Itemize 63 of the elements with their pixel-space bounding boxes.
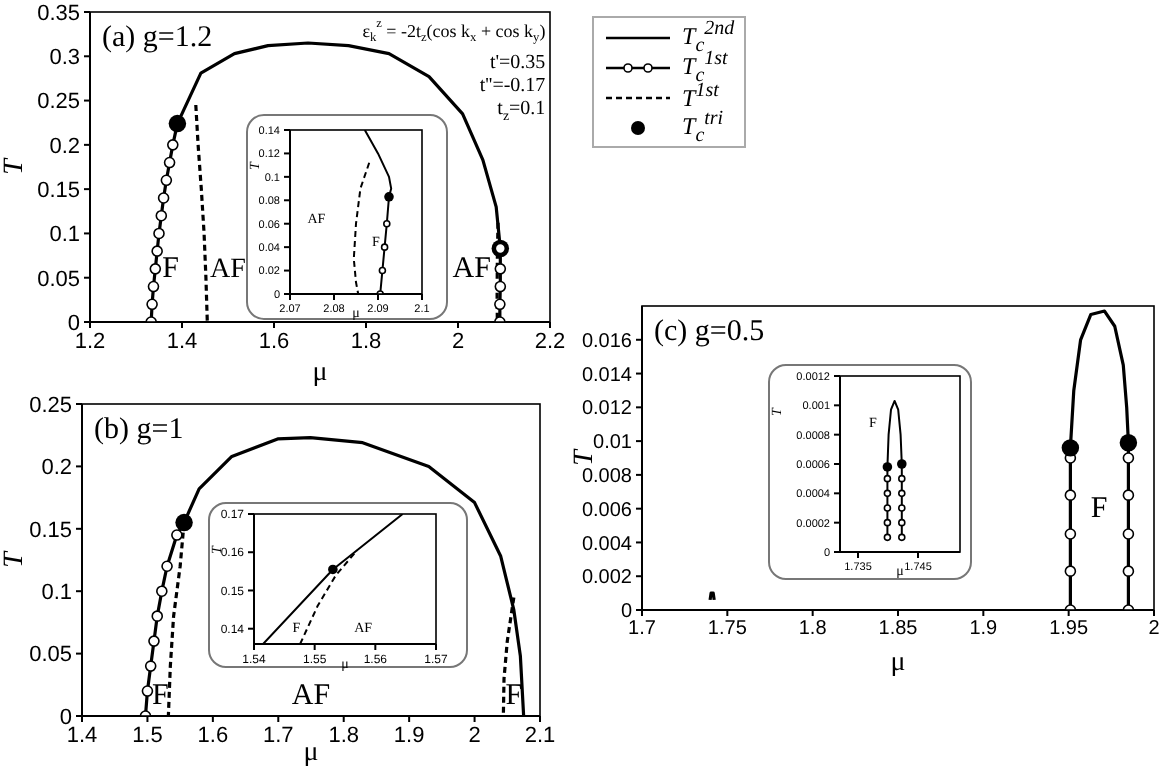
y-tick-label: 0.2 [49, 134, 80, 159]
y-tick-label: 0.05 [29, 643, 72, 668]
text: ε$_{k}$$^{z}$ = -2t$_{z}$(cos k$_{x}$ + cos k$_{y}$) [362, 16, 546, 45]
y-tick-label: 0.1 [49, 223, 80, 248]
x-tick-label: 1.4 [166, 329, 198, 354]
x-tick-label: 1.5 [132, 723, 163, 748]
chart-title: (c) g=0.5 [654, 316, 765, 348]
x-tick-label: 1.4 [66, 723, 98, 748]
annotation: F [1090, 492, 1108, 525]
legend-label: T$^{1st}$ [682, 80, 719, 112]
y-tick-label: 0.2 [41, 456, 72, 481]
y-tick-label: 0.15 [29, 518, 72, 543]
x-tick-label: 1.8 [328, 723, 360, 748]
x-tick-label: 1.7 [628, 618, 657, 641]
x-tick-label: 1.75 [707, 618, 748, 641]
x-tick-label: 1.7 [262, 723, 294, 748]
annotation: AF [210, 254, 247, 285]
x-axis-title: μ [303, 738, 319, 768]
y-tick-label: 0 [67, 311, 80, 336]
y-tick-label: 0.016 [581, 330, 633, 353]
chart-title: (a) g=1.2 [102, 22, 213, 54]
y-tick-label: 0.014 [581, 364, 633, 387]
x-tick-label: 1.85 [878, 618, 919, 641]
chart-title: (b) g=1 [94, 414, 184, 446]
annotation: F [505, 680, 523, 713]
y-tick-label: 0 [620, 601, 633, 624]
y-tick-label: 0.004 [581, 533, 633, 556]
annotation: F [151, 680, 169, 713]
y-tick-label: 0.05 [37, 267, 80, 292]
y-tick-label: 0.008 [581, 465, 633, 488]
annotation: AF [452, 253, 491, 286]
x-tick-label: 1.8 [798, 618, 828, 641]
x-axis-title: μ [312, 358, 328, 388]
y-axis-title: T [0, 156, 31, 175]
y-tick-label: 0.006 [581, 499, 633, 522]
annotation: t'=0.35 [489, 50, 546, 73]
x-tick-label: 2 [451, 329, 465, 354]
annotation: AF [291, 680, 331, 713]
x-tick-label: 1.9 [969, 618, 999, 641]
y-tick-label: 0.15 [37, 178, 80, 203]
x-tick-label: 2 [468, 723, 481, 748]
y-tick-label: 0.25 [29, 393, 72, 418]
x-tick-label: 1.95 [1049, 618, 1089, 641]
x-tick-label: 1.6 [197, 723, 229, 748]
y-tick-label: 0.35 [37, 1, 80, 26]
y-tick-label: 0.25 [37, 90, 80, 115]
x-tick-label: 2.1 [524, 723, 556, 748]
y-tick-label: 0.3 [49, 46, 80, 71]
annotation: F [162, 253, 179, 286]
x-tick-label: 1.8 [350, 329, 382, 354]
y-tick-label: 0.002 [581, 567, 633, 590]
x-tick-label: 1.6 [258, 329, 290, 354]
x-tick-label: 1.2 [74, 329, 106, 354]
y-tick-label: 0 [59, 705, 72, 730]
y-tick-label: 0.1 [41, 581, 72, 606]
y-tick-label: 0.012 [581, 398, 633, 421]
y-axis-title: T [0, 549, 31, 568]
x-axis-title: μ [890, 648, 906, 678]
x-tick-label: 1.9 [393, 723, 425, 748]
x-tick-label: 2.2 [534, 329, 566, 354]
annotation: t$_{z}$=0.1 [497, 97, 546, 125]
annotation: t''=-0.17 [479, 73, 546, 96]
x-tick-label: 2 [1148, 618, 1161, 641]
